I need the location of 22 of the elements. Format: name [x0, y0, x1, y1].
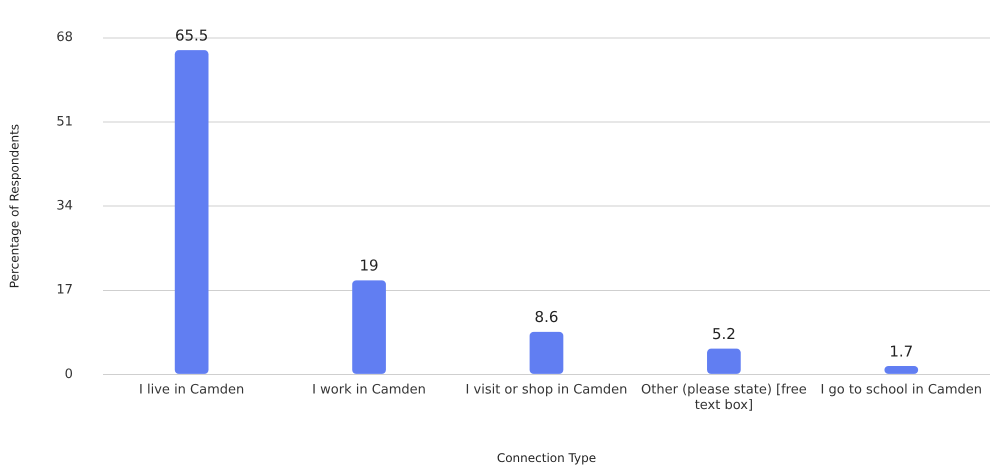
x-tick-label: Other (please state) [free text box] [641, 382, 807, 414]
x-axis-title: Connection Type [496, 450, 596, 465]
bar [530, 332, 564, 374]
x-tick-label: I work in Camden [312, 382, 426, 398]
data-label: 8.6 [534, 308, 558, 326]
x-tick-label: I visit or shop in Camden [466, 382, 628, 398]
y-tick-label: 68 [56, 30, 73, 46]
y-tick-label: 17 [56, 282, 73, 298]
data-label: 5.2 [712, 325, 736, 344]
data-label: 1.7 [889, 342, 914, 360]
y-tick-label: 51 [56, 114, 73, 130]
x-tick-label: I go to school in Camden [820, 382, 982, 398]
data-label: 65.5 [174, 26, 208, 45]
x-tick-label: I live in Camden [139, 382, 244, 398]
y-tick-label: 0 [64, 366, 73, 382]
y-tick-label: 34 [56, 198, 73, 214]
bar [174, 50, 208, 374]
y-axis-title: Percentage of Respondents [7, 124, 22, 288]
data-label: 19 [360, 256, 379, 275]
bar [707, 348, 741, 374]
bar [352, 280, 386, 374]
bar [884, 366, 918, 374]
